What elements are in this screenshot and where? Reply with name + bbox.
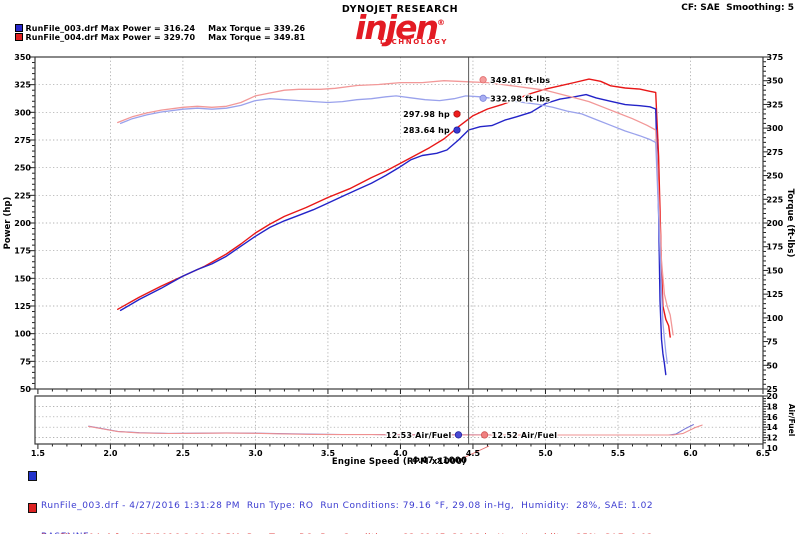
legend-run1: RunFile_003.drf Max Power = 316.24 Max To… [3, 15, 305, 42]
svg-text:14: 14 [767, 423, 779, 432]
injen-wordmark: injen [355, 8, 439, 47]
svg-text:3.5: 3.5 [321, 449, 336, 458]
svg-text:3.0: 3.0 [248, 449, 263, 458]
svg-text:325: 325 [14, 81, 31, 90]
marker-dot [453, 110, 461, 118]
svg-text:25: 25 [767, 385, 779, 394]
svg-text:275: 275 [767, 148, 784, 157]
svg-text:325: 325 [767, 100, 784, 109]
injen-technology-text: TECHNOLOGY [378, 38, 448, 46]
curve-torque-runfile003 [119, 95, 668, 365]
cursor[interactable] [460, 57, 490, 460]
marker-label: 297.98 hp [403, 110, 450, 119]
svg-text:16: 16 [767, 413, 779, 422]
marker-dot [453, 126, 461, 134]
svg-text:2.5: 2.5 [176, 449, 191, 458]
svg-text:2.0: 2.0 [103, 449, 118, 458]
rpm-axis-title: Engine Speed (RPM x1000) [332, 457, 466, 467]
legend-run2: RunFile_004.drf Max Power = 329.70 Max To… [3, 24, 305, 51]
run1-description: BASELINE [41, 532, 653, 534]
curve-torque-runfile004 [117, 80, 674, 336]
svg-text:5.0: 5.0 [538, 449, 553, 458]
svg-text:20: 20 [767, 392, 779, 401]
svg-text:250: 250 [14, 164, 31, 173]
run1-conditions: RunFile_003.drf - 4/27/2016 1:31:28 PM R… [41, 501, 654, 512]
svg-text:200: 200 [14, 219, 31, 228]
svg-text:300: 300 [14, 108, 31, 117]
svg-text:225: 225 [14, 191, 31, 200]
cursor-leader-line [460, 445, 490, 460]
svg-text:75: 75 [20, 357, 32, 366]
svg-text:18: 18 [767, 402, 779, 411]
annotations: 349.81 ft-lbs 332.98 ft-lbs 297.98 hp 283.6… [385, 75, 559, 442]
svg-text:175: 175 [767, 243, 784, 252]
marker-label: 283.64 hp [403, 126, 450, 135]
svg-text:12: 12 [767, 434, 778, 443]
svg-text:300: 300 [767, 124, 784, 133]
svg-text:100: 100 [14, 330, 31, 339]
run2-color-swatch [14, 33, 23, 41]
run1-info-block: RunFile_003.drf - 4/27/2016 1:31:28 PM R… [28, 470, 654, 534]
correction-smoothing-label: CF: SAE Smoothing: 5 [681, 3, 794, 13]
marker-dot [480, 431, 489, 439]
run1-file-icon [28, 471, 37, 481]
marker-dot [479, 76, 487, 84]
svg-text:250: 250 [767, 172, 784, 181]
curve-power-runfile003 [119, 93, 667, 376]
curve-power-runfile004 [116, 78, 671, 338]
airfuel-axis-title: Air/Fuel [787, 404, 796, 437]
svg-text:4.5: 4.5 [466, 449, 481, 458]
svg-text:10: 10 [767, 444, 779, 453]
curves [88, 78, 703, 436]
run2-file-icon [28, 503, 37, 513]
svg-text:275: 275 [14, 136, 31, 145]
svg-text:6.5: 6.5 [756, 449, 771, 458]
legend-run1-torque: Max Torque = 339.26 [208, 24, 306, 33]
legend-run2-torque: Max Torque = 349.81 [208, 33, 306, 42]
svg-text:175: 175 [14, 247, 31, 256]
axis-labels: 350 325 300 275 250 225 200 175 150 125 100 75 50 375… [3, 53, 796, 467]
injen-logo: injen® [0, 11, 800, 44]
power-axis-title: Power (hp) [3, 197, 13, 250]
svg-text:125: 125 [14, 302, 31, 311]
marker-label: 12.52 Air/Fuel [492, 431, 558, 440]
svg-text:4.0: 4.0 [393, 449, 408, 458]
svg-text:225: 225 [767, 195, 784, 204]
airfuel-plot-frame [34, 395, 764, 445]
svg-text:75: 75 [767, 338, 779, 347]
svg-text:150: 150 [767, 266, 784, 275]
marker-label: 349.81 ft-lbs [490, 76, 550, 85]
svg-text:50: 50 [20, 385, 32, 394]
marker-label: 12.53 Air/Fuel [386, 431, 452, 440]
svg-text:350: 350 [14, 53, 31, 62]
curve-airfuel-runfile004 [88, 424, 703, 436]
marker-dot [479, 94, 487, 102]
legend-run1-power: RunFile_003.drf Max Power = 316.24 [25, 24, 196, 33]
svg-text:350: 350 [767, 77, 784, 86]
registered-mark-icon: ® [437, 18, 445, 27]
svg-text:5.5: 5.5 [611, 449, 626, 458]
run1-color-swatch [14, 24, 23, 32]
run2-info-block: RunFile_004.drf - 4/27/2016 2:01:08 PM R… [28, 502, 653, 534]
svg-text:1.5: 1.5 [31, 449, 46, 458]
torque-axis-title: Torque (ft-lbs) [785, 189, 795, 258]
marker-label: 332.98 ft-lbs [490, 94, 550, 103]
svg-text:150: 150 [14, 274, 31, 283]
svg-text:50: 50 [767, 361, 779, 370]
svg-text:375: 375 [767, 53, 784, 62]
marker-dot [454, 431, 463, 439]
legend-run2-power: RunFile_004.drf Max Power = 329.70 [25, 33, 196, 42]
main-plot-frame [34, 56, 764, 390]
svg-text:100: 100 [767, 314, 784, 323]
svg-text:6.0: 6.0 [683, 449, 698, 458]
svg-text:200: 200 [767, 219, 784, 228]
dynojet-research-title: DYNOJET RESEARCH [341, 4, 459, 15]
cursor-readout: 4.47 x1000 [412, 456, 467, 466]
svg-text:125: 125 [767, 290, 784, 299]
